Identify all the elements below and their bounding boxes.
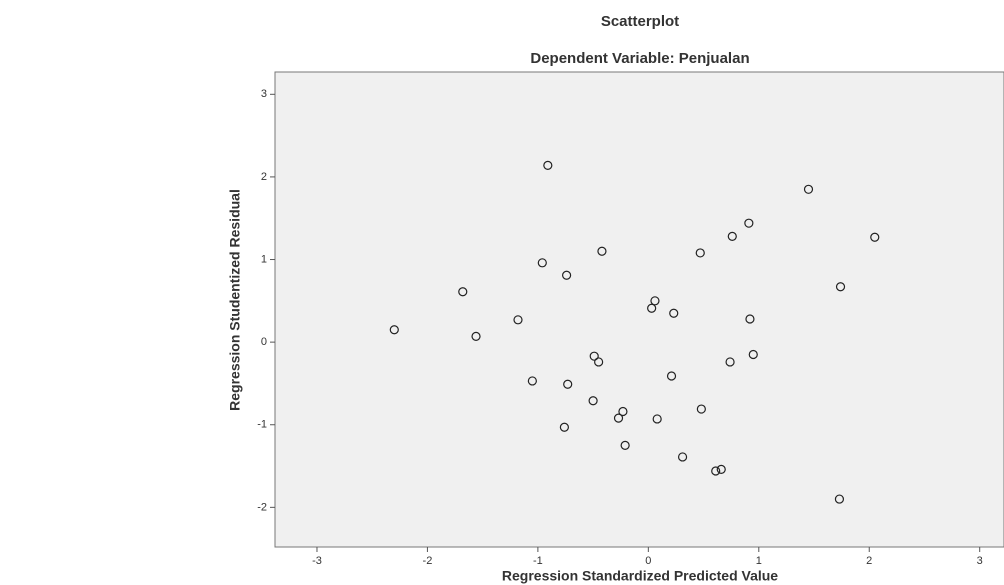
chart: Scatterplot Dependent Variable: Penjuala… (0, 0, 1004, 585)
x-tick-label: 2 (866, 555, 872, 567)
x-tick-label: 3 (977, 555, 983, 567)
y-tick-label: 3 (261, 88, 267, 100)
y-axis-label: Regression Studentized Residual (227, 189, 243, 411)
x-axis-label: Regression Standardized Predicted Value (502, 568, 778, 584)
plot-area (275, 72, 1004, 547)
y-tick-label: 2 (261, 171, 267, 183)
y-tick-label: 0 (261, 336, 267, 348)
chart-subtitle: Dependent Variable: Penjualan (530, 50, 749, 67)
x-tick-label: 1 (756, 555, 762, 567)
x-tick-label: 0 (645, 555, 651, 567)
chart-title: Scatterplot (601, 13, 679, 30)
y-tick-label: -1 (257, 419, 267, 431)
x-tick-label: -3 (312, 555, 322, 567)
y-tick-label: -2 (257, 501, 267, 513)
x-tick-label: -1 (533, 555, 543, 567)
y-tick-label: 1 (261, 253, 267, 265)
x-tick-label: -2 (423, 555, 433, 567)
